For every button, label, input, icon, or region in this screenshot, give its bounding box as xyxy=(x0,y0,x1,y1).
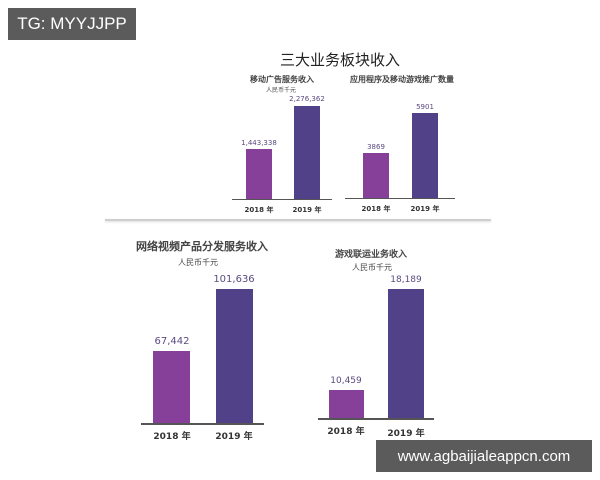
watermark-bottom-text: www.agbaijialeappcn.com xyxy=(397,447,571,465)
bar-value-2018: 1,443,338 xyxy=(241,139,277,147)
x-tick-2018: 2018 年 xyxy=(244,206,274,214)
chart-title: 移动广告服务收入 xyxy=(250,75,314,84)
chart-title: 网络视频产品分发服务收入 xyxy=(136,240,268,253)
x-axis xyxy=(232,199,332,200)
x-tick-2018: 2018 年 xyxy=(361,205,391,213)
bar-2018 xyxy=(329,390,364,419)
bar-value-2018: 67,442 xyxy=(154,336,190,347)
chart-unit: 人民币千元 xyxy=(352,263,392,272)
chart-title: 游戏联运业务收入 xyxy=(335,250,408,260)
bar-value-2019: 18,189 xyxy=(390,275,422,285)
bar-value-2018: 10,459 xyxy=(330,376,362,386)
bar-value-2019: 5901 xyxy=(416,103,434,111)
bar-2018 xyxy=(246,149,272,200)
x-axis xyxy=(141,423,264,425)
chart-unit: 人民币千元 xyxy=(178,258,218,267)
bar-value-2019: 101,636 xyxy=(213,274,255,285)
x-tick-2018: 2018 年 xyxy=(327,427,365,437)
watermark-top-text: TG: MYYJJPP xyxy=(17,14,127,33)
x-tick-2019: 2019 年 xyxy=(410,205,440,213)
x-tick-2019: 2019 年 xyxy=(215,432,253,442)
x-axis xyxy=(318,418,434,420)
bar-2018 xyxy=(363,153,389,199)
bar-2018 xyxy=(153,351,190,424)
chart-title: 应用程序及移动游戏推广数量 xyxy=(350,75,454,84)
bar-2019 xyxy=(294,106,320,200)
bar-2019 xyxy=(412,113,438,199)
x-tick-2019: 2019 年 xyxy=(292,206,322,214)
section-divider xyxy=(105,219,491,221)
bar-2019 xyxy=(216,289,253,424)
bar-value-2019: 2,276,362 xyxy=(289,95,325,103)
watermark-bottom-badge: www.agbaijialeappcn.com xyxy=(376,440,592,472)
x-axis xyxy=(345,198,455,199)
bar-value-2018: 3869 xyxy=(367,143,385,151)
bar-2019 xyxy=(388,289,424,419)
x-tick-2018: 2018 年 xyxy=(153,432,191,442)
chart-unit: 人民币千元 xyxy=(266,87,297,94)
main-title: 三大业务板块收入 xyxy=(280,51,401,69)
watermark-top-badge: TG: MYYJJPP xyxy=(8,8,136,40)
x-tick-2019: 2019 年 xyxy=(387,429,425,439)
